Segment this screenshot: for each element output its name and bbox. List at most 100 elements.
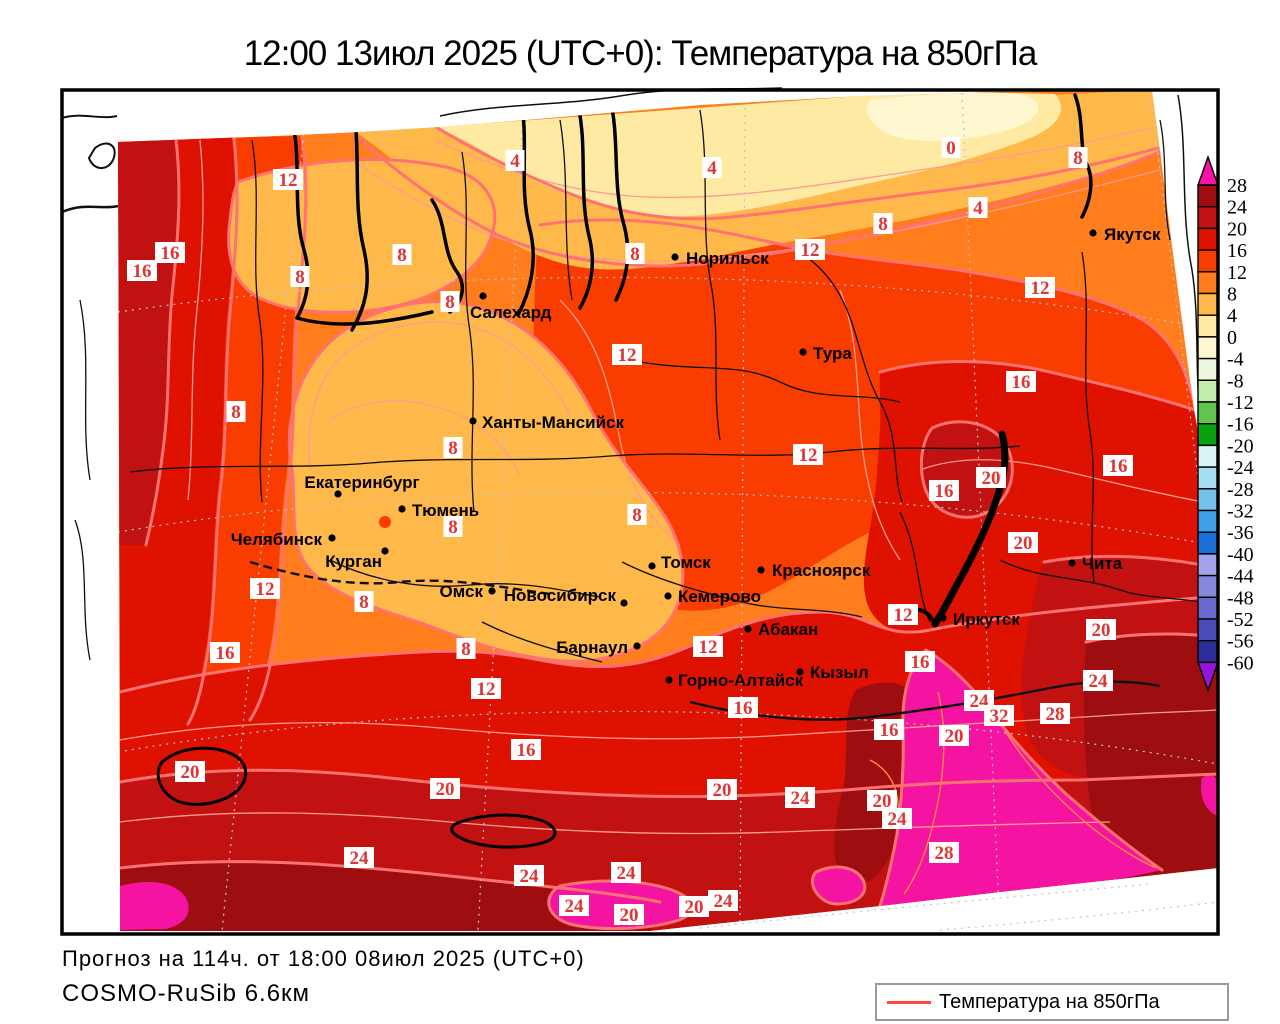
city-label: Омск bbox=[439, 582, 483, 601]
contour-label-box bbox=[1008, 532, 1038, 553]
colorbar-label: 8 bbox=[1227, 284, 1237, 306]
zone-28plus-patch bbox=[1200, 774, 1218, 816]
contour-label-box bbox=[627, 504, 647, 525]
colorbar-above-arrow bbox=[1197, 154, 1219, 186]
colorbar-cell bbox=[1197, 184, 1219, 208]
lake bbox=[450, 813, 557, 849]
contour-label-box bbox=[175, 761, 205, 782]
colorbar-label: -8 bbox=[1227, 370, 1244, 392]
contour-label-box bbox=[290, 266, 310, 287]
color-scale: 2824201612840-4-8-12-16-20-24-28-32-36-4… bbox=[1197, 154, 1254, 693]
colorbar-label: -20 bbox=[1227, 435, 1254, 457]
contour-label-box bbox=[1025, 277, 1055, 298]
city-dot bbox=[334, 490, 342, 498]
city-dot bbox=[620, 599, 628, 607]
city-label: Челябинск bbox=[231, 530, 323, 549]
colorbar-label: -52 bbox=[1227, 609, 1254, 631]
colorbar-cell bbox=[1197, 640, 1219, 664]
contour-label: 24 bbox=[350, 848, 370, 869]
contour-label-box bbox=[612, 344, 642, 365]
city-dot bbox=[488, 587, 496, 595]
contour-label-box bbox=[929, 842, 959, 863]
contour-label: 28 bbox=[935, 843, 954, 864]
colorbar-label: 12 bbox=[1227, 262, 1247, 284]
city-label: Салехард bbox=[470, 303, 552, 322]
forecast-info: Прогноз на 114ч. от 18:00 08июл 2025 (UT… bbox=[62, 946, 585, 971]
contour-label: 12 bbox=[1031, 278, 1050, 299]
city-label: Красноярск bbox=[772, 561, 871, 580]
contour-label: 8 bbox=[878, 214, 888, 235]
colorbar-label: -28 bbox=[1227, 479, 1254, 501]
colorbar-label: 16 bbox=[1227, 240, 1247, 262]
contour-label: 16 bbox=[1012, 372, 1031, 393]
city-label: Кемерово bbox=[678, 587, 761, 606]
contour-label-box bbox=[1083, 670, 1113, 691]
contour-label: 8 bbox=[231, 402, 241, 423]
colorbar-label: 4 bbox=[1227, 305, 1237, 327]
colorbar-label: -12 bbox=[1227, 392, 1254, 414]
colorbar-label: -16 bbox=[1227, 414, 1254, 436]
city-label: Чита bbox=[1082, 554, 1123, 573]
colorbar-label: -56 bbox=[1227, 631, 1254, 653]
contour-label: 12 bbox=[256, 579, 275, 600]
contour-label: 16 bbox=[911, 652, 930, 673]
colorbar-label: -24 bbox=[1227, 457, 1254, 479]
contour-label-box bbox=[867, 790, 897, 811]
contour-label-box bbox=[354, 591, 374, 612]
colorbar-cell bbox=[1197, 379, 1219, 403]
colorbar-label: -36 bbox=[1227, 522, 1254, 544]
contour-label-box bbox=[155, 242, 185, 263]
contour-label-box bbox=[127, 260, 157, 281]
colorbar-label: -60 bbox=[1227, 652, 1254, 674]
city-label: Тюмень bbox=[412, 501, 479, 520]
model-info: COSMO-RuSib 6.6км bbox=[62, 980, 311, 1007]
contour-label-box bbox=[614, 904, 644, 925]
contour-label-box bbox=[939, 725, 969, 746]
colorbar-cell bbox=[1197, 249, 1219, 273]
contour-label-box bbox=[392, 244, 412, 265]
contour-label-box bbox=[728, 697, 758, 718]
contour-label-box bbox=[443, 516, 463, 537]
city-dot bbox=[939, 614, 947, 622]
contour-label-box bbox=[693, 636, 723, 657]
contour-label: 12 bbox=[477, 679, 496, 700]
contour-label: 16 bbox=[935, 481, 954, 502]
city-dot bbox=[665, 676, 673, 684]
hot-spot bbox=[706, 532, 718, 544]
city-label: Абакан bbox=[758, 620, 818, 639]
colorbar-label: -32 bbox=[1227, 501, 1254, 523]
contour-label: 8 bbox=[630, 244, 640, 265]
contour-label-box bbox=[708, 890, 738, 911]
contour-label: 4 bbox=[973, 198, 983, 219]
colorbar-cell bbox=[1197, 444, 1219, 468]
city-dot bbox=[664, 592, 672, 600]
colorbar-label: 28 bbox=[1227, 175, 1247, 197]
contour-label: 12 bbox=[618, 345, 637, 366]
contour-label: 8 bbox=[1073, 148, 1083, 169]
city-dot bbox=[328, 534, 336, 542]
contour-label-box bbox=[273, 169, 303, 190]
city-dot bbox=[796, 668, 804, 676]
colorbar-label: -40 bbox=[1227, 544, 1254, 566]
colorbar-label: 0 bbox=[1227, 327, 1237, 349]
contour-label-box bbox=[1103, 455, 1133, 476]
contour-label-box bbox=[456, 638, 476, 659]
colorbar-label: -44 bbox=[1227, 566, 1254, 588]
contour-label-box bbox=[984, 705, 1014, 726]
colorbar-cell bbox=[1197, 531, 1219, 555]
zone-28plus-patch bbox=[120, 882, 189, 930]
contour-label-box bbox=[559, 895, 589, 916]
contour-label: 24 bbox=[565, 896, 585, 917]
map-frame bbox=[60, 88, 1220, 936]
contour-label: 16 bbox=[216, 643, 235, 664]
city-label: Новосибирск bbox=[504, 586, 617, 605]
contour-label: 16 bbox=[880, 720, 899, 741]
contour-label-box bbox=[793, 444, 823, 465]
contour-label-box bbox=[440, 291, 460, 312]
colorbar-cell bbox=[1197, 271, 1219, 295]
city-label: Ханты-Мансийск bbox=[482, 413, 624, 432]
contour-label: 20 bbox=[620, 905, 639, 926]
contour-labels: 4 12 4 0 4 8 8 16 16 8 12 8 12 8 8 12 16 8 8 12 16 20 16 8 8 20 12… bbox=[127, 137, 1133, 926]
contour-label: 8 bbox=[461, 639, 471, 660]
contour-label: 32 bbox=[990, 706, 1009, 727]
